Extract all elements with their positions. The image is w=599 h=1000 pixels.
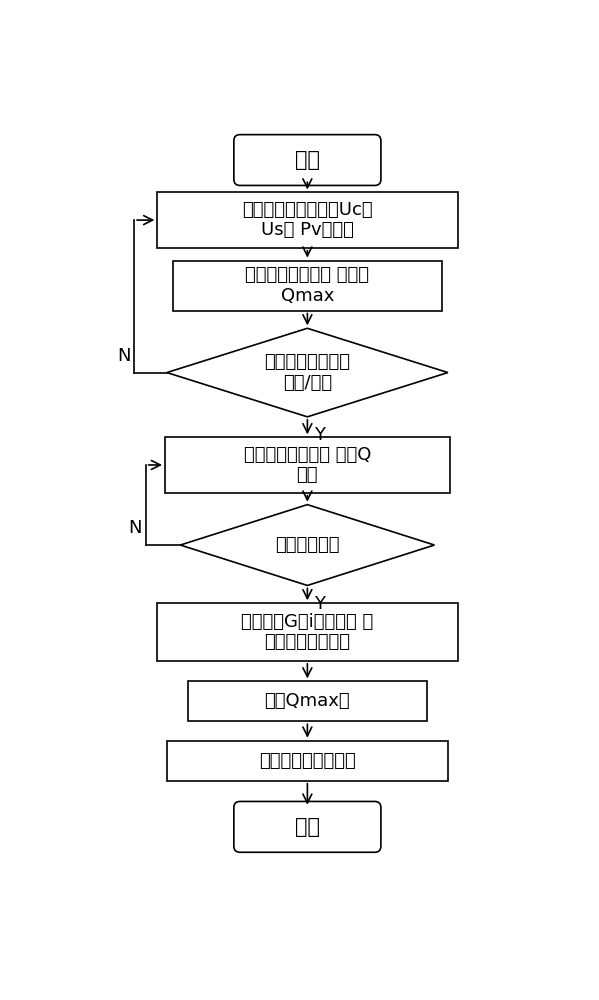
Text: 计算有功上限值、 进行Q
控制: 计算有功上限值、 进行Q 控制 — [244, 446, 371, 484]
Text: 结束: 结束 — [295, 817, 320, 837]
Text: 频率是否越限: 频率是否越限 — [275, 536, 340, 554]
Bar — [165, 437, 450, 493]
Text: Y: Y — [313, 595, 325, 613]
Bar — [157, 192, 458, 248]
FancyBboxPatch shape — [234, 135, 381, 185]
Text: 获取数据库数据、 及设定
Qmax: 获取数据库数据、 及设定 Qmax — [246, 266, 370, 305]
Bar — [188, 681, 426, 721]
FancyBboxPatch shape — [234, 801, 381, 852]
Text: 开始: 开始 — [295, 150, 320, 170]
Text: 输入数据G（i）求解、 再
进行有功功率控制: 输入数据G（i）求解、 再 进行有功功率控制 — [241, 613, 374, 651]
Polygon shape — [167, 328, 448, 417]
Text: 数据库采样电池参数Uc、
Us、 Pv等数据: 数据库采样电池参数Uc、 Us、 Pv等数据 — [242, 201, 373, 239]
Bar — [167, 741, 448, 781]
Polygon shape — [180, 505, 434, 585]
Text: N: N — [117, 347, 130, 365]
Text: 更新Qmax值: 更新Qmax值 — [265, 692, 350, 710]
Text: 判断是否发生功率
缺额/超出: 判断是否发生功率 缺额/超出 — [264, 353, 350, 392]
Text: 再进行无功功率控制: 再进行无功功率控制 — [259, 752, 356, 770]
Text: N: N — [128, 519, 142, 537]
Text: Y: Y — [313, 426, 325, 444]
Bar — [157, 603, 458, 661]
Bar — [173, 261, 442, 311]
